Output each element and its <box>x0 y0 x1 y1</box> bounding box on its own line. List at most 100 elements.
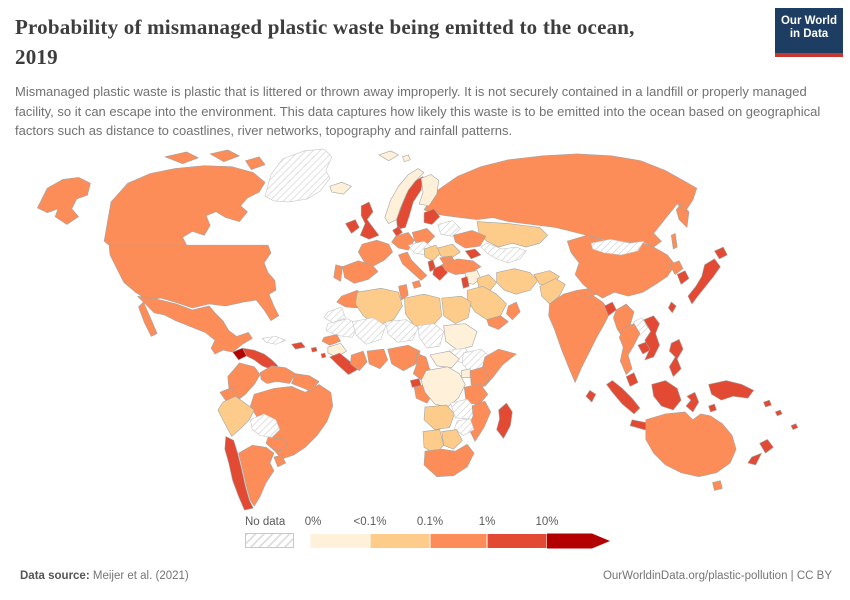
region-libya[interactable] <box>404 293 442 328</box>
region-ivory-coast[interactable] <box>350 350 368 372</box>
region-algeria[interactable] <box>355 288 403 326</box>
region-new-guinea[interactable] <box>708 380 755 401</box>
region-taiwan[interactable] <box>668 301 677 314</box>
footer-link[interactable]: OurWorldinData.org/plastic-pollution | C… <box>602 570 832 582</box>
region-ukraine[interactable] <box>453 230 487 249</box>
region-ireland[interactable] <box>345 219 360 234</box>
region-peru[interactable] <box>217 395 255 437</box>
legend-no-data-swatch[interactable] <box>245 533 294 548</box>
region-chad[interactable] <box>417 323 444 349</box>
region-nigeria[interactable] <box>387 344 421 372</box>
region-ghana[interactable] <box>366 348 389 370</box>
region-pakistan[interactable] <box>539 278 566 305</box>
region-iran[interactable] <box>496 268 539 295</box>
region-angola[interactable] <box>423 404 455 430</box>
region-romania[interactable] <box>437 243 461 259</box>
region-mongolia[interactable] <box>590 238 645 256</box>
region-portugal[interactable] <box>333 264 343 282</box>
region-tunisia[interactable] <box>398 284 409 301</box>
region-ecuador[interactable] <box>219 387 238 403</box>
legend-bin-3[interactable] <box>486 533 548 549</box>
region-new-zealand[interactable] <box>747 439 774 466</box>
region-india[interactable] <box>548 289 611 383</box>
region-mali[interactable] <box>352 317 387 345</box>
region-mozambique[interactable] <box>467 400 492 442</box>
region-zambia[interactable] <box>450 398 476 420</box>
region-caucasus[interactable] <box>464 248 482 260</box>
region-finland[interactable] <box>418 174 440 207</box>
region-uruguay[interactable] <box>273 454 286 468</box>
region-argentina[interactable] <box>238 445 275 507</box>
region-paraguay[interactable] <box>270 437 288 452</box>
region-greece[interactable] <box>432 264 448 281</box>
region-central-asia[interactable] <box>480 242 527 264</box>
region-yemen[interactable] <box>486 315 509 330</box>
region-oman[interactable] <box>506 301 521 320</box>
region-turkey[interactable] <box>441 258 482 275</box>
legend-bin-1[interactable] <box>369 533 431 549</box>
region-borneo[interactable] <box>651 380 682 411</box>
region-madagascar[interactable] <box>496 402 513 439</box>
region-sulawesi[interactable] <box>685 392 700 413</box>
region-canada[interactable] <box>103 165 266 254</box>
region-venezuela[interactable] <box>259 365 296 384</box>
region-sudan[interactable] <box>443 323 478 351</box>
region-sweden[interactable] <box>396 176 424 230</box>
region-levant[interactable] <box>461 276 470 289</box>
region-alaska[interactable] <box>37 177 91 225</box>
region-caribbean[interactable] <box>310 346 327 359</box>
region-france[interactable] <box>357 239 393 267</box>
region-north-korea[interactable] <box>669 260 684 275</box>
region-mexico[interactable] <box>137 295 253 355</box>
region-guianas[interactable] <box>291 373 320 392</box>
region-uganda[interactable] <box>461 368 471 378</box>
region-south-africa[interactable] <box>423 444 475 477</box>
region-kenya[interactable] <box>469 366 491 390</box>
region-russia[interactable] <box>423 153 698 250</box>
region-norway[interactable] <box>384 168 425 224</box>
region-vietnam[interactable] <box>643 315 660 361</box>
region-guatemala[interactable] <box>232 347 247 361</box>
region-belarus[interactable] <box>437 220 461 237</box>
region-italy[interactable] <box>398 251 428 289</box>
legend-bin-0[interactable] <box>310 533 371 549</box>
region-svalbard[interactable] <box>378 150 411 163</box>
region-central-african-republic[interactable] <box>429 350 460 369</box>
region-sumatra[interactable] <box>606 380 641 415</box>
region-arctic-islands[interactable] <box>164 149 266 170</box>
region-egypt[interactable] <box>441 295 472 324</box>
region-malaysia[interactable] <box>625 372 639 387</box>
legend-bin-4-arrow[interactable] <box>547 533 610 549</box>
region-senegal[interactable] <box>321 334 341 346</box>
region-sri-lanka[interactable] <box>585 390 597 403</box>
region-spain[interactable] <box>342 260 379 284</box>
region-iceland[interactable] <box>329 182 352 195</box>
region-botswana[interactable] <box>441 429 463 450</box>
region-melanesia[interactable] <box>763 399 799 430</box>
region-hispaniola[interactable] <box>291 341 306 350</box>
region-niger[interactable] <box>385 319 419 343</box>
region-australia[interactable] <box>645 411 737 477</box>
region-baltics[interactable] <box>423 208 441 225</box>
region-saudi-arabia[interactable] <box>466 286 507 320</box>
region-south-korea[interactable] <box>676 270 690 285</box>
region-guinea[interactable] <box>327 342 347 358</box>
region-hungary-serbia[interactable] <box>423 244 441 262</box>
region-united-kingdom[interactable] <box>359 201 380 240</box>
region-chile[interactable] <box>224 436 254 511</box>
region-thailand[interactable] <box>618 323 641 375</box>
owid-logo[interactable]: Our World in Data <box>775 8 843 57</box>
region-greenland[interactable] <box>264 148 333 203</box>
region-philippines[interactable] <box>669 339 684 377</box>
region-western-sahara[interactable] <box>323 306 346 323</box>
region-denmark[interactable] <box>392 226 403 237</box>
region-zimbabwe[interactable] <box>454 418 475 436</box>
region-tasmania[interactable] <box>712 480 723 491</box>
region-cuba[interactable] <box>261 336 286 345</box>
region-poland[interactable] <box>411 228 436 245</box>
region-united-states[interactable] <box>108 244 280 321</box>
legend-bin-2[interactable] <box>429 533 488 549</box>
region-japan[interactable] <box>687 246 728 305</box>
region-sierra-leone-liberia[interactable] <box>329 352 358 375</box>
region-bolivia[interactable] <box>250 413 281 438</box>
